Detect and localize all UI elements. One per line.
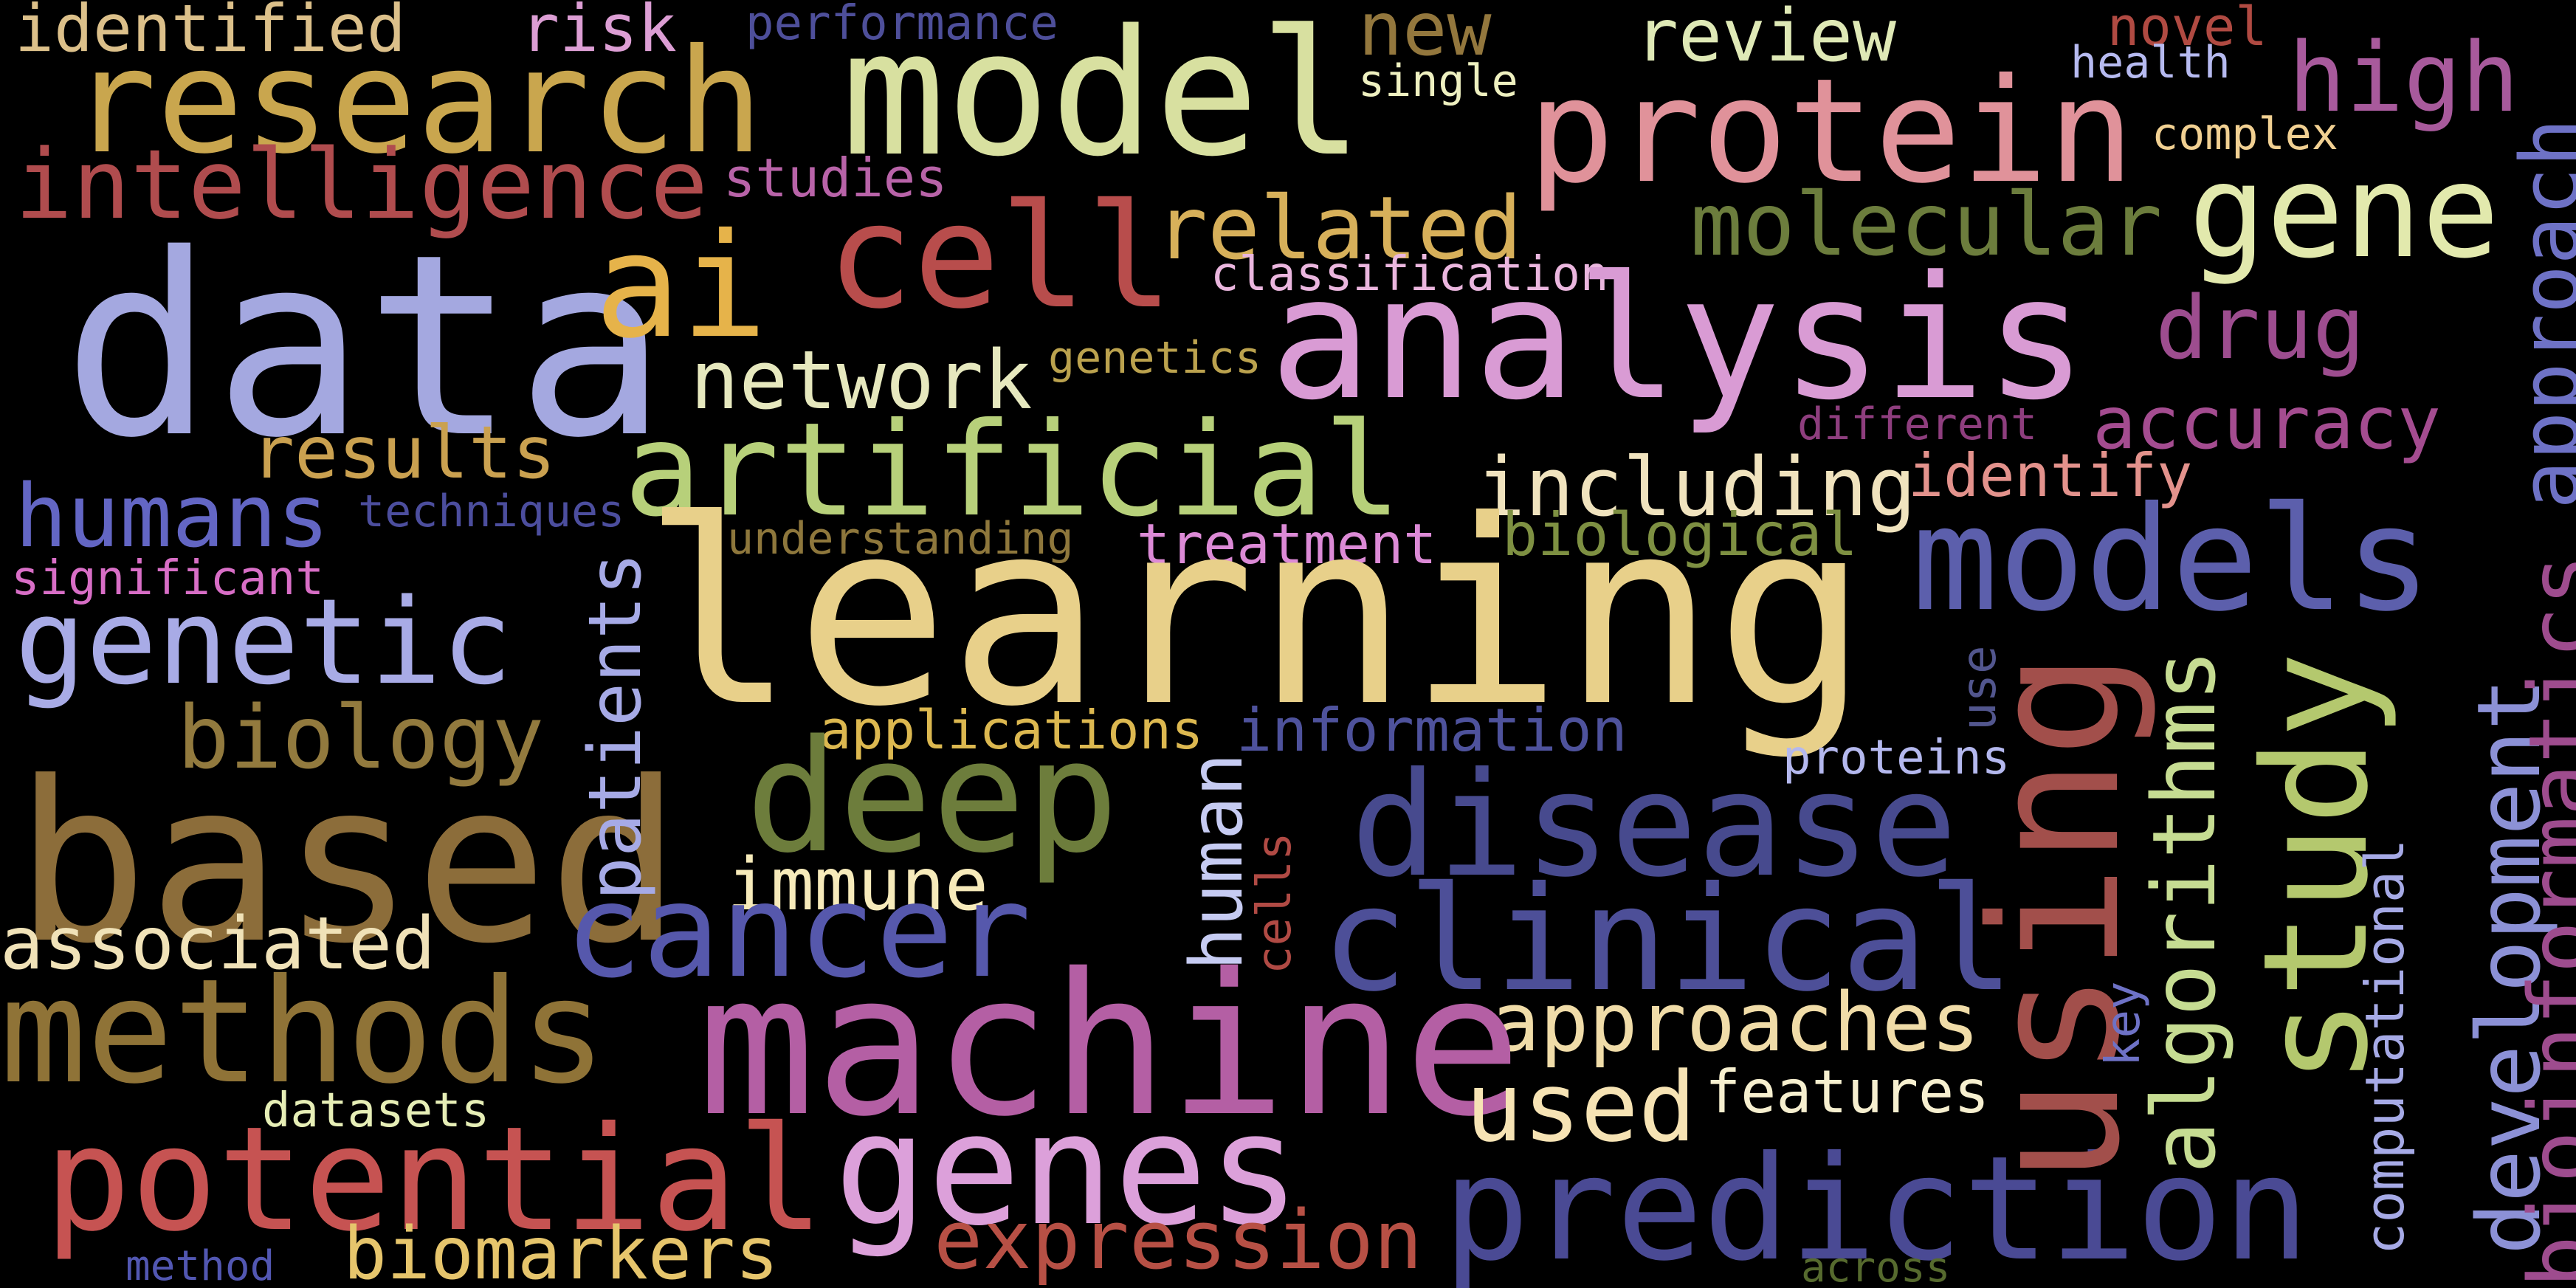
word-single: single <box>1358 55 1518 107</box>
word-data: data <box>63 201 667 493</box>
word-studies: studies <box>723 147 948 209</box>
word-complex: complex <box>2152 109 2338 160</box>
word-health: health <box>2070 37 2231 89</box>
word-genetics: genetics <box>1048 332 1261 384</box>
word-expression: expression <box>934 1193 1423 1287</box>
word-using: using <box>1952 651 2159 1185</box>
word-high: high <box>2288 21 2520 134</box>
word-protein: protein <box>1528 47 2135 215</box>
word-intelligence: intelligence <box>15 128 709 241</box>
word-applications: applications <box>819 699 1204 761</box>
word-understanding: understanding <box>727 513 1074 565</box>
word-ai: ai <box>594 202 768 370</box>
word-computational: computational <box>2354 838 2416 1255</box>
word-related: related <box>1155 177 1523 279</box>
word-associated: associated <box>0 902 436 986</box>
word-including: including <box>1476 440 1917 534</box>
word-classification: classification <box>1210 247 1609 302</box>
word-models: models <box>1912 475 2432 643</box>
word-biological: biological <box>1502 500 1858 569</box>
word-patients: patients <box>574 551 658 900</box>
word-learning: learning <box>642 466 1869 762</box>
word-datasets: datasets <box>262 1084 490 1138</box>
word-identified: identified <box>15 0 406 66</box>
word-accuracy: accuracy <box>2093 382 2442 466</box>
word-research: research <box>70 18 764 185</box>
word-methods: methods <box>0 948 607 1115</box>
word-significant: significant <box>11 551 324 606</box>
word-potential: potential <box>44 1095 824 1263</box>
word-network: network <box>690 333 1033 427</box>
word-results: results <box>251 411 557 495</box>
word-molecular: molecular <box>1690 173 2163 275</box>
word-approaches: approaches <box>1491 975 1980 1070</box>
word-artificial: artificial <box>624 396 1402 545</box>
word-biomarkers: biomarkers <box>343 1212 779 1288</box>
word-based: based <box>15 734 682 992</box>
word-proteins: proteins <box>1783 731 2011 785</box>
word-prediction: prediction <box>1443 1125 2310 1288</box>
word-used: used <box>1465 1051 1697 1163</box>
word-treatment: treatment <box>1137 512 1437 576</box>
word-biology: biology <box>177 686 545 788</box>
word-risk: risk <box>520 0 677 66</box>
word-human: human <box>1175 752 1259 971</box>
word-cancer: cancer <box>565 857 1032 1007</box>
word-across: across <box>1801 1244 1951 1288</box>
word-information: information <box>1236 696 1628 765</box>
word-gene: gene <box>2188 137 2500 287</box>
word-drug: drug <box>2155 277 2366 379</box>
word-immune: immune <box>727 843 989 927</box>
word-method: method <box>125 1242 275 1288</box>
word-approach: approach <box>2503 118 2576 509</box>
word-analysis: analysis <box>1270 241 2087 438</box>
word-identify: identify <box>1908 441 2193 510</box>
word-disease: disease <box>1351 741 1957 909</box>
word-features: features <box>1705 1058 1990 1126</box>
word-bioinformatics: bioinformatics <box>2510 554 2576 1288</box>
word-techniques: techniques <box>358 486 625 537</box>
word-cell: cell <box>827 173 1174 340</box>
word-novel: novel <box>2107 0 2267 58</box>
word-cells: cells <box>1247 832 1302 974</box>
word-different: different <box>1797 399 2038 450</box>
word-model: model <box>841 0 1364 195</box>
word-review: review <box>1635 0 1897 78</box>
word-humans: humans <box>15 465 330 567</box>
word-performance: performance <box>745 0 1058 51</box>
word-machine: machine <box>698 932 1522 1160</box>
word-deep: deep <box>745 706 1119 887</box>
word-algorithms: algorithms <box>2133 649 2235 1174</box>
word-genetic: genetic <box>15 573 513 711</box>
word-clinical: clinical <box>1321 855 2015 1023</box>
word-genes: genes <box>834 1079 1301 1260</box>
word-new: new <box>1358 0 1492 72</box>
